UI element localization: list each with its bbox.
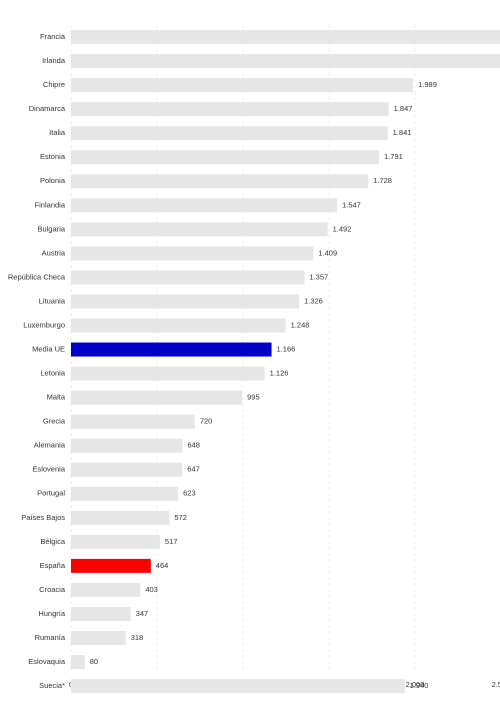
y-tick-label: Rumanía [35, 633, 66, 642]
value-label: 464 [156, 561, 169, 570]
value-label: 1.326 [304, 296, 323, 305]
bar [71, 438, 183, 453]
y-tick-label: Hungría [38, 609, 66, 618]
bar [71, 270, 305, 285]
value-label: 1.847 [394, 104, 413, 113]
y-tick-label: Austria [42, 248, 66, 257]
y-tick-label: Bélgica [40, 537, 65, 546]
bar [71, 198, 338, 213]
value-label: 995 [247, 393, 260, 402]
value-label: 1.166 [277, 345, 296, 354]
y-tick-label: Dinamarca [29, 104, 66, 113]
y-tick-label: Eslovaquia [28, 657, 66, 666]
bar [71, 126, 388, 141]
y-tick-label: Eslovenia [32, 465, 65, 474]
y-tick-label: Bulgaria [37, 224, 65, 233]
value-label: 1.248 [291, 320, 310, 329]
bar [71, 246, 314, 261]
bar [71, 390, 243, 405]
value-label: 648 [187, 441, 200, 450]
x-tick-label: 2.000 [406, 680, 425, 689]
y-tick-label: Media UE [32, 345, 65, 354]
y-tick-label: Francia [40, 32, 66, 41]
bar [71, 222, 328, 237]
bar [71, 631, 126, 645]
bar [71, 342, 272, 357]
value-label: 1.409 [318, 248, 337, 257]
bar [71, 54, 500, 69]
bar [71, 558, 151, 573]
y-tick-label: Países Bajos [21, 513, 65, 522]
y-tick-label: Luxemburgo [23, 320, 65, 329]
bar [71, 655, 85, 670]
y-tick-label: España [40, 561, 66, 570]
bar [71, 174, 369, 189]
bar [71, 30, 500, 44]
y-tick-label: Malta [47, 393, 66, 402]
bar [71, 486, 179, 501]
value-label: 623 [183, 489, 196, 498]
bar [71, 294, 300, 309]
value-label: 1.357 [309, 272, 328, 281]
bar [71, 462, 183, 477]
value-label: 347 [136, 609, 149, 618]
bar [71, 366, 265, 381]
y-tick-label: República Checa [8, 272, 66, 281]
y-tick-label: Suecia* [39, 681, 65, 690]
value-label: 517 [165, 537, 178, 546]
y-tick-label: Croacia [39, 585, 66, 594]
value-label: 720 [200, 417, 213, 426]
y-tick-label: Alemania [34, 441, 66, 450]
y-tick-label: Lituania [39, 296, 66, 305]
value-label: 1.791 [384, 152, 403, 161]
value-label: 1.940 [410, 681, 429, 690]
bar [71, 679, 405, 694]
value-label: 1.841 [393, 128, 412, 137]
bar [71, 606, 131, 621]
bar [71, 318, 286, 333]
y-tick-label: Polonia [40, 176, 66, 185]
y-tick-label: Chipre [43, 80, 65, 89]
y-tick-label: Letonia [40, 369, 65, 378]
value-label: 572 [174, 513, 187, 522]
bar [71, 510, 170, 525]
value-label: 1.728 [373, 176, 392, 185]
y-tick-label: Italia [49, 128, 66, 137]
x-tick-label: 2.500 [492, 680, 500, 689]
bar [71, 150, 380, 165]
y-tick-label: Portugal [37, 489, 65, 498]
y-tick-label: Finlandia [35, 200, 66, 209]
value-label: 1.547 [342, 200, 361, 209]
y-tick-label: Grecia [43, 417, 66, 426]
value-label: 1.126 [270, 369, 289, 378]
bar [71, 534, 160, 549]
value-label: 403 [145, 585, 158, 594]
y-tick-label: Estonia [40, 152, 66, 161]
value-label: 318 [131, 633, 144, 642]
value-label: 647 [187, 465, 200, 474]
value-label: 1.989 [418, 80, 437, 89]
bar [71, 78, 414, 93]
value-label: 1.492 [333, 224, 352, 233]
bar [71, 414, 195, 429]
bar [71, 582, 141, 597]
y-tick-label: Irlanda [42, 56, 66, 65]
bar [71, 102, 389, 117]
value-label: 80 [90, 657, 98, 666]
